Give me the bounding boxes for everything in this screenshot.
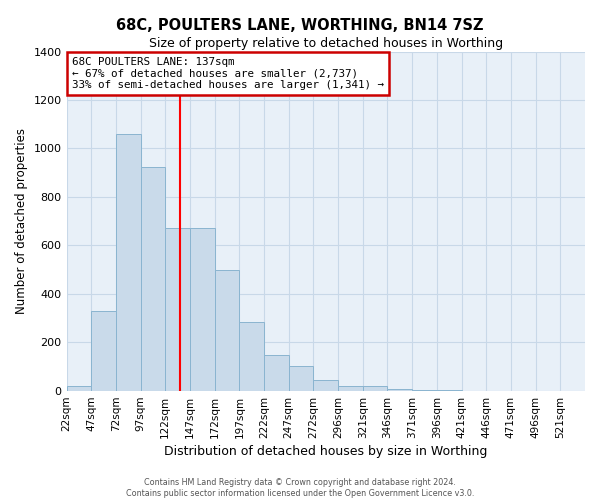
Bar (363, 386, 388, 390)
Bar (91, 310, 116, 390)
Bar (67, 386, 91, 390)
Bar (313, 380, 338, 390)
Text: Contains HM Land Registry data © Crown copyright and database right 2024.
Contai: Contains HM Land Registry data © Crown c… (126, 478, 474, 498)
Y-axis label: Number of detached properties: Number of detached properties (15, 128, 28, 314)
X-axis label: Distribution of detached houses by size in Worthing: Distribution of detached houses by size … (164, 444, 487, 458)
Bar (190, 228, 215, 390)
Bar (388, 388, 412, 390)
Bar (116, 134, 140, 390)
Bar (289, 366, 313, 390)
Bar (338, 386, 363, 390)
Title: Size of property relative to detached houses in Worthing: Size of property relative to detached ho… (149, 38, 503, 51)
Bar (264, 354, 289, 390)
Text: 68C POULTERS LANE: 137sqm
← 67% of detached houses are smaller (2,737)
33% of se: 68C POULTERS LANE: 137sqm ← 67% of detac… (72, 57, 384, 90)
Bar (239, 322, 264, 390)
Bar (215, 270, 239, 390)
Text: 68C, POULTERS LANE, WORTHING, BN14 7SZ: 68C, POULTERS LANE, WORTHING, BN14 7SZ (116, 18, 484, 32)
Bar (140, 166, 165, 390)
Bar (165, 228, 190, 390)
